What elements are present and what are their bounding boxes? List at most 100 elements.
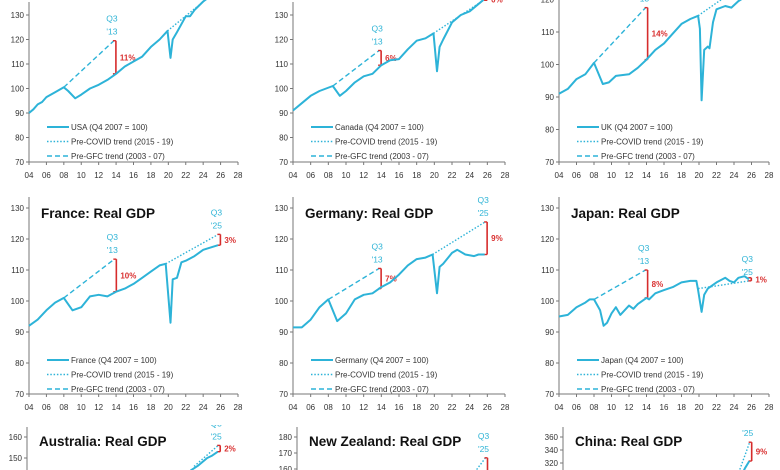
- y-tick-label: 80: [279, 134, 288, 143]
- legend-pre-gfc-trend-label: Pre-GFC trend (2003 - 07): [71, 385, 165, 394]
- period-label: Q3: [638, 243, 650, 253]
- x-tick-label: 24: [199, 403, 208, 412]
- covid-trend-line: [193, 444, 219, 467]
- legend-series-label: Japan (Q4 2007 = 100): [601, 356, 684, 365]
- chart-title: France: Real GDP: [41, 206, 155, 221]
- x-tick-label: 10: [342, 171, 351, 180]
- y-tick-label: 90: [545, 93, 554, 102]
- period-label: Q3: [478, 431, 490, 441]
- period-label: Q3: [742, 254, 754, 264]
- gap-percent-label: 9%: [756, 448, 768, 457]
- chart-panel: 160 170 180 New Zealand: Real GDP Q3 '25: [279, 427, 490, 470]
- x-tick-label: 12: [359, 171, 368, 180]
- x-tick-label: 16: [395, 403, 404, 412]
- covid-trend-line: [167, 0, 207, 32]
- gap-percent-label: 14%: [652, 30, 668, 39]
- chart-panel: 70 80 90 100 110 120 130 04 06 08 10 12 14 16 18 20 22 24…: [541, 197, 774, 412]
- legend-pre-covid-trend-label: Pre-COVID trend (2015 - 19): [601, 138, 704, 147]
- y-tick-label: 80: [15, 134, 24, 143]
- x-tick-label: 24: [465, 171, 474, 180]
- x-tick-label: 18: [412, 171, 421, 180]
- x-tick-label: 22: [448, 403, 457, 412]
- x-tick-label: 18: [677, 403, 686, 412]
- period-label: '25: [211, 431, 222, 441]
- x-tick-label: 14: [642, 403, 651, 412]
- x-tick-label: 08: [324, 403, 333, 412]
- gap-percent-label: 10%: [120, 271, 136, 280]
- y-tick-label: 130: [11, 204, 25, 213]
- x-tick-label: 06: [572, 171, 581, 180]
- x-tick-label: 20: [430, 171, 439, 180]
- chart-title: Japan: Real GDP: [571, 206, 680, 221]
- x-tick-label: 04: [25, 403, 34, 412]
- gap-percent-label: 6%: [385, 54, 397, 63]
- legend-series-label: Canada (Q4 2007 = 100): [335, 123, 424, 132]
- x-tick-label: 08: [324, 171, 333, 180]
- x-tick-label: 12: [625, 171, 634, 180]
- y-tick-label: 70: [15, 390, 24, 399]
- y-tick-label: 170: [279, 449, 293, 458]
- y-tick-label: 340: [545, 446, 559, 455]
- legend-series-label: USA (Q4 2007 = 100): [71, 123, 148, 132]
- period-label: '25: [478, 444, 489, 454]
- y-tick-label: 100: [11, 297, 25, 306]
- period-label: Q3: [477, 195, 489, 205]
- gap-percent-label: 11%: [120, 53, 136, 62]
- y-tick-label: 100: [541, 61, 555, 70]
- y-tick-label: 160: [279, 465, 293, 470]
- x-tick-label: 12: [625, 403, 634, 412]
- gdp-series-line: [558, 275, 750, 327]
- legend-pre-gfc-trend-label: Pre-GFC trend (2003 - 07): [601, 385, 695, 394]
- y-tick-label: 90: [15, 109, 24, 118]
- x-tick-label: 20: [695, 403, 704, 412]
- covid-trend-line: [739, 441, 751, 470]
- x-tick-label: 16: [660, 171, 669, 180]
- x-tick-label: 08: [59, 403, 68, 412]
- x-tick-label: 20: [695, 171, 704, 180]
- x-tick-label: 14: [377, 171, 386, 180]
- gap-percent-label: 0%: [491, 0, 503, 5]
- y-tick-label: 80: [279, 359, 288, 368]
- chart-title: New Zealand: Real GDP: [309, 434, 461, 449]
- x-tick-label: 04: [555, 171, 564, 180]
- legend-pre-gfc-trend-label: Pre-GFC trend (2003 - 07): [71, 152, 165, 161]
- y-tick-label: 100: [275, 85, 289, 94]
- legend-pre-gfc-trend-label: Pre-GFC trend (2003 - 07): [335, 385, 429, 394]
- gdp-series-line: [28, 244, 219, 327]
- x-tick-label: 26: [747, 171, 756, 180]
- legend-pre-gfc-trend-label: Pre-GFC trend (2003 - 07): [335, 152, 429, 161]
- period-label: Q3: [371, 241, 383, 251]
- x-tick-label: 24: [199, 171, 208, 180]
- x-tick-label: 22: [712, 171, 721, 180]
- x-tick-label: 24: [730, 171, 739, 180]
- x-tick-label: 14: [377, 403, 386, 412]
- x-tick-label: 10: [607, 171, 616, 180]
- x-tick-label: 24: [465, 403, 474, 412]
- gdp-series-line: [189, 450, 219, 470]
- chart-panel: 150 160 Australia: Real GDP Q3 '252%: [9, 418, 236, 470]
- gdp-series-line: [293, 248, 485, 329]
- x-tick-label: 20: [430, 403, 439, 412]
- period-label: Q3: [211, 418, 223, 428]
- y-tick-label: 180: [279, 433, 293, 442]
- x-tick-label: 08: [59, 171, 68, 180]
- period-label: '13: [638, 0, 649, 4]
- x-tick-label: 06: [572, 403, 581, 412]
- x-tick-label: 10: [342, 403, 351, 412]
- chart-title: China: Real GDP: [575, 434, 682, 449]
- covid-trend-line: [697, 0, 722, 17]
- y-tick-label: 80: [15, 359, 24, 368]
- x-tick-label: 06: [306, 403, 315, 412]
- y-tick-label: 70: [545, 390, 554, 399]
- x-tick-label: 06: [306, 171, 315, 180]
- y-tick-label: 130: [11, 11, 25, 20]
- x-tick-label: 26: [216, 171, 225, 180]
- covid-trend-line: [432, 221, 486, 256]
- covid-trend-line: [475, 457, 487, 470]
- period-label: Q3: [742, 415, 754, 425]
- y-tick-label: 120: [11, 36, 25, 45]
- x-tick-label: 10: [607, 403, 616, 412]
- covid-trend-line: [165, 233, 219, 265]
- y-tick-label: 130: [275, 11, 289, 20]
- legend-pre-covid-trend-label: Pre-COVID trend (2015 - 19): [335, 371, 438, 380]
